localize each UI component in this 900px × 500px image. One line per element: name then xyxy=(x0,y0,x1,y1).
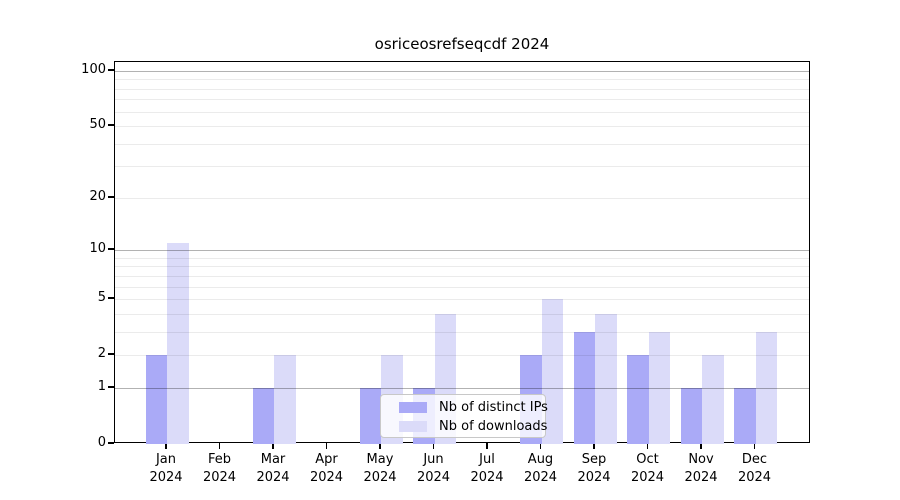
legend-item-downloads: Nb of downloads xyxy=(381,417,548,436)
x-tick-mark-jun xyxy=(432,443,435,449)
y-tick-mark-1 xyxy=(108,386,114,388)
bar-distinct-ips-dec xyxy=(734,387,756,444)
gridline-80 xyxy=(115,88,809,90)
x-tick-mark-aug xyxy=(539,443,542,449)
gridline-1 xyxy=(115,387,809,389)
x-tick-label-mar: Mar 2024 xyxy=(256,452,290,485)
y-tick-mark-50 xyxy=(108,124,114,126)
y-tick-label-0: 0 xyxy=(97,435,106,450)
x-tick-label-jan: Jan 2024 xyxy=(149,452,183,485)
gridline-30 xyxy=(115,166,809,168)
x-tick-mark-jul xyxy=(486,443,488,449)
bar-downloads-oct xyxy=(648,331,670,444)
y-tick-mark-0 xyxy=(108,442,114,444)
y-tick-mark-10 xyxy=(108,248,114,250)
bar-downloads-aug xyxy=(541,299,563,444)
x-tick-label-nov: Nov 2024 xyxy=(684,452,718,485)
x-tick-label-feb: Feb 2024 xyxy=(202,452,237,485)
gridline-8 xyxy=(115,266,809,268)
y-tick-label-100: 100 xyxy=(81,62,106,77)
bar-downloads-sep xyxy=(595,313,617,444)
y-tick-mark-100 xyxy=(108,69,114,71)
bar-distinct-ips-may xyxy=(359,387,381,444)
x-tick-label-dec: Dec 2024 xyxy=(737,452,772,485)
x-tick-mark-mar xyxy=(272,443,274,449)
gridline-2 xyxy=(115,355,809,357)
legend-item-distinct-ips: Nb of distinct IPs xyxy=(381,398,548,417)
y-tick-label-2: 2 xyxy=(97,346,106,362)
y-tick-label-1: 1 xyxy=(97,378,106,394)
bar-downloads-mar xyxy=(274,355,296,444)
x-tick-mark-dec xyxy=(753,443,756,449)
bar-distinct-ips-oct xyxy=(627,355,649,444)
y-tick-mark-2 xyxy=(108,353,114,355)
y-tick-label-50: 50 xyxy=(89,117,106,133)
x-tick-mark-apr xyxy=(325,443,328,449)
gridline-50 xyxy=(115,126,809,128)
x-tick-mark-oct xyxy=(646,443,649,449)
gridline-10 xyxy=(115,250,809,252)
y-tick-mark-20 xyxy=(108,196,114,198)
gridline-6 xyxy=(115,286,809,288)
x-tick-mark-feb xyxy=(218,443,221,449)
gridline-40 xyxy=(115,143,809,145)
x-tick-label-oct: Oct 2024 xyxy=(630,452,665,485)
y-tick-mark-5 xyxy=(108,297,114,299)
x-tick-mark-nov xyxy=(700,443,702,449)
bar-downloads-dec xyxy=(755,331,777,444)
bar-downloads-nov xyxy=(702,355,724,444)
x-tick-label-jul: Jul 2024 xyxy=(470,452,504,485)
x-tick-mark-may xyxy=(379,443,381,449)
gridline-5 xyxy=(115,299,809,301)
legend-swatch-downloads xyxy=(399,421,427,432)
legend-swatch-distinct-ips xyxy=(399,402,427,413)
x-tick-label-jun: Jun 2024 xyxy=(416,452,451,485)
bar-distinct-ips-nov xyxy=(680,387,702,444)
gridline-3 xyxy=(115,331,809,333)
legend-label-distinct-ips: Nb of distinct IPs xyxy=(439,400,548,415)
gridline-20 xyxy=(115,197,809,199)
bar-distinct-ips-sep xyxy=(573,331,595,444)
x-tick-mark-jan xyxy=(165,443,167,449)
y-tick-label-5: 5 xyxy=(97,290,106,306)
gridline-90 xyxy=(115,79,809,81)
x-tick-label-sep: Sep 2024 xyxy=(577,452,611,485)
plot-area: Nb of distinct IPs Nb of downloads xyxy=(114,61,810,444)
gridline-100 xyxy=(115,71,809,72)
legend: Nb of distinct IPs Nb of downloads xyxy=(380,394,548,438)
x-tick-label-apr: Apr 2024 xyxy=(309,452,344,485)
bar-distinct-ips-mar xyxy=(252,387,274,444)
x-tick-label-may: May 2024 xyxy=(363,452,397,485)
gridline-7 xyxy=(115,275,809,277)
bar-downloads-jan xyxy=(167,243,189,444)
bar-distinct-ips-jan xyxy=(145,355,167,444)
gridline-9 xyxy=(115,257,809,259)
gridline-4 xyxy=(115,313,809,315)
y-tick-label-20: 20 xyxy=(89,188,106,204)
chart-title: osriceosrefseqcdf 2024 xyxy=(374,35,550,53)
y-tick-label-10: 10 xyxy=(89,241,106,257)
x-tick-label-aug: Aug 2024 xyxy=(523,452,558,485)
gridline-70 xyxy=(115,99,809,101)
gridline-60 xyxy=(115,111,809,113)
x-tick-mark-sep xyxy=(593,443,595,449)
legend-label-downloads: Nb of downloads xyxy=(439,419,548,434)
